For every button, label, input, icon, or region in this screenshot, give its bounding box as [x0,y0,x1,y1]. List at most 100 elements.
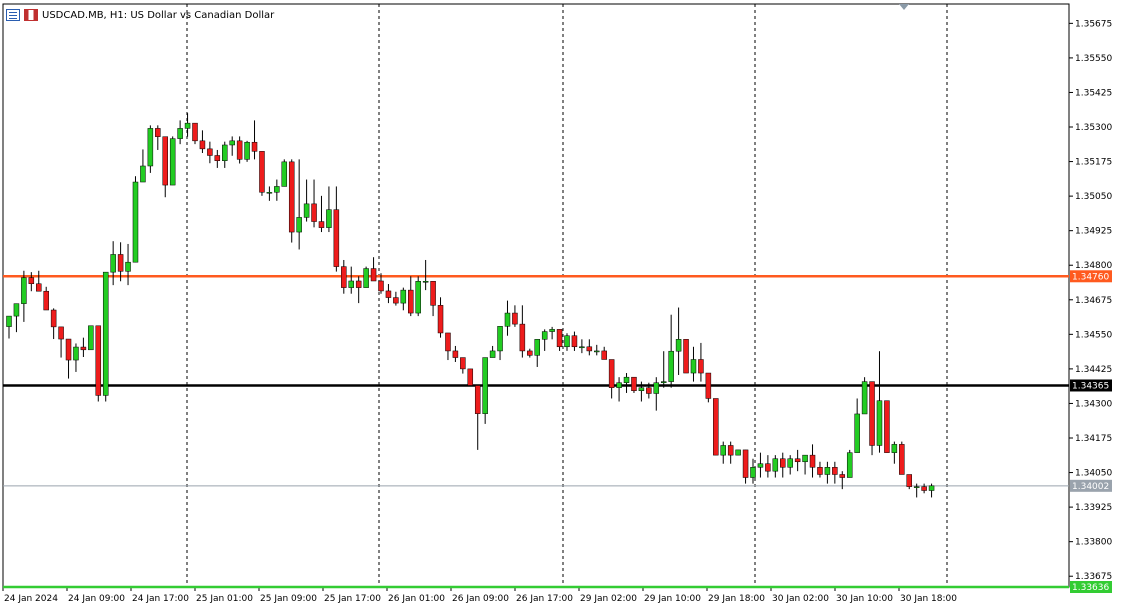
bear-candle [452,350,459,358]
bear-candle [467,368,474,386]
bear-candle [906,474,912,487]
bull-candle [534,339,540,356]
x-tick-label: 25 Jan 17:00 [324,594,381,603]
x-tick-label: 29 Jan 02:00 [580,594,637,603]
bull-candle [757,463,764,468]
bull-candle [296,217,302,233]
bull-candle [564,335,570,348]
bear-candle [556,329,563,348]
bear-candle [460,357,466,370]
x-tick-label: 30 Jan 10:00 [836,594,893,603]
bull-candle [132,181,139,263]
bull-candle [140,165,146,183]
bear-candle [586,346,593,352]
y-tick-label: 1.35550 [1075,54,1112,64]
bear-candle [192,122,198,142]
bid-price-text: 1.34002 [1072,482,1109,492]
bull-candle [125,261,131,272]
price-label-text: 1.34365 [1072,381,1109,391]
bear-candle [385,290,392,298]
bull-candle [482,357,488,414]
bull-candle [750,467,756,478]
chart-title-bar: USDCAD.MB, H1: US Dollar vs Canadian Dol… [6,7,274,23]
y-tick-label: 1.34050 [1075,469,1112,479]
bull-candle [244,141,250,160]
bear-candle [527,350,533,356]
bear-candle [921,486,927,491]
price-label-box [1070,270,1112,283]
x-tick-label: 29 Jan 10:00 [644,594,701,603]
bull-candle [690,359,697,374]
y-tick-label: 1.33675 [1075,572,1112,582]
chart-shift-marker[interactable] [899,4,909,10]
bear-candle [333,209,340,267]
bear-candle [571,335,578,348]
bear-candle [259,151,265,193]
bear-candle [437,305,444,334]
price-label-box [1070,379,1112,392]
bear-candle [519,323,526,352]
bear-candle [162,136,168,186]
bear-candle [236,140,243,160]
bear-candle [65,338,72,361]
bear-candle [251,141,258,152]
y-tick-label: 1.33800 [1075,538,1112,548]
bear-candle [430,281,436,306]
bull-candle [660,381,667,383]
x-tick-label: 26 Jan 01:00 [388,594,445,603]
bear-candle [318,221,325,228]
y-tick-label: 1.35050 [1075,192,1112,202]
bull-candle [13,303,20,317]
bear-candle [765,463,771,472]
x-tick-label: 24 Jan 17:00 [132,594,189,603]
bid-price-box [1070,479,1112,492]
bear-candle [80,346,87,351]
bull-candle [281,161,288,187]
bear-candle [199,140,206,150]
bear-candle [50,309,57,328]
price-label-box [1070,581,1112,593]
bull-candle [102,271,109,396]
bear-candle [727,445,734,456]
bear-candle [370,268,377,282]
bull-candle [6,315,12,327]
x-tick-label: 30 Jan 02:00 [772,594,829,603]
bull-candle [73,346,79,361]
bull-candle [363,268,369,288]
bull-candle [274,186,280,193]
bear-candle [207,148,213,156]
bull-candle [594,350,600,353]
bear-candle [393,297,399,304]
bull-candle [147,128,154,167]
bear-candle [378,280,384,292]
bear-candle [512,312,518,325]
bear-candle [43,290,49,311]
bull-candle [720,445,726,456]
bear-candle [832,467,838,475]
bear-candle [884,400,890,453]
plot-area[interactable] [2,3,1070,588]
bear-candle [698,359,704,374]
bull-candle [266,192,273,194]
bear-candle [646,387,652,394]
bear-candle [311,203,317,222]
bull-candle [787,458,793,468]
bull-candle [623,376,630,383]
y-tick-label: 1.34550 [1075,330,1112,340]
bear-candle [631,376,637,391]
bull-candle [891,444,898,453]
bear-candle [155,128,161,137]
bull-candle [913,486,920,488]
bull-candle [675,339,682,352]
chart-list-icon[interactable] [6,9,20,21]
bull-candle [616,382,622,388]
symbol-flag-icon [24,9,38,21]
bear-candle [780,458,786,468]
x-tick-label: 25 Jan 09:00 [260,594,317,603]
bull-candle [824,467,831,475]
bull-candle [21,277,27,304]
bull-candle [169,138,176,186]
price-label-text: 1.33636 [1072,583,1109,593]
